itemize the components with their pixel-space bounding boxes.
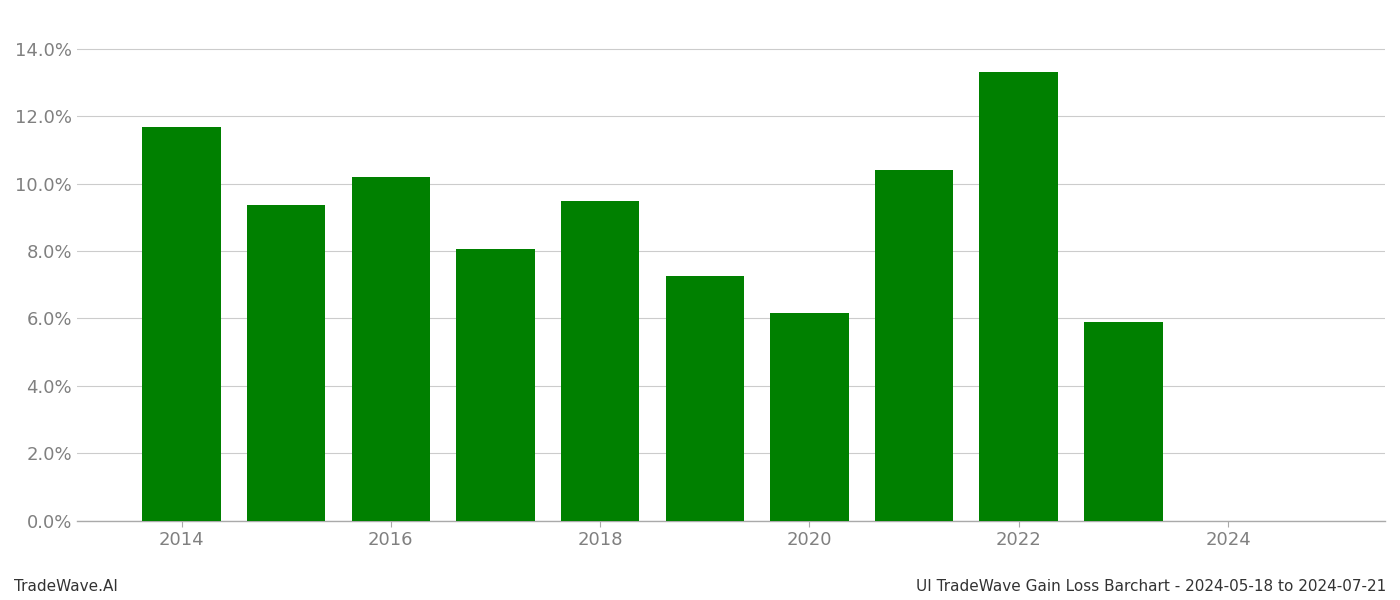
Bar <box>143 127 221 521</box>
Bar <box>1084 322 1162 521</box>
Text: UI TradeWave Gain Loss Barchart - 2024-05-18 to 2024-07-21: UI TradeWave Gain Loss Barchart - 2024-0… <box>916 579 1386 594</box>
Bar <box>665 276 743 521</box>
Bar <box>980 72 1058 521</box>
Bar <box>561 201 640 521</box>
Bar <box>770 313 848 521</box>
Bar <box>456 249 535 521</box>
Bar <box>246 205 325 521</box>
Bar <box>351 177 430 521</box>
Text: TradeWave.AI: TradeWave.AI <box>14 579 118 594</box>
Bar <box>875 170 953 521</box>
